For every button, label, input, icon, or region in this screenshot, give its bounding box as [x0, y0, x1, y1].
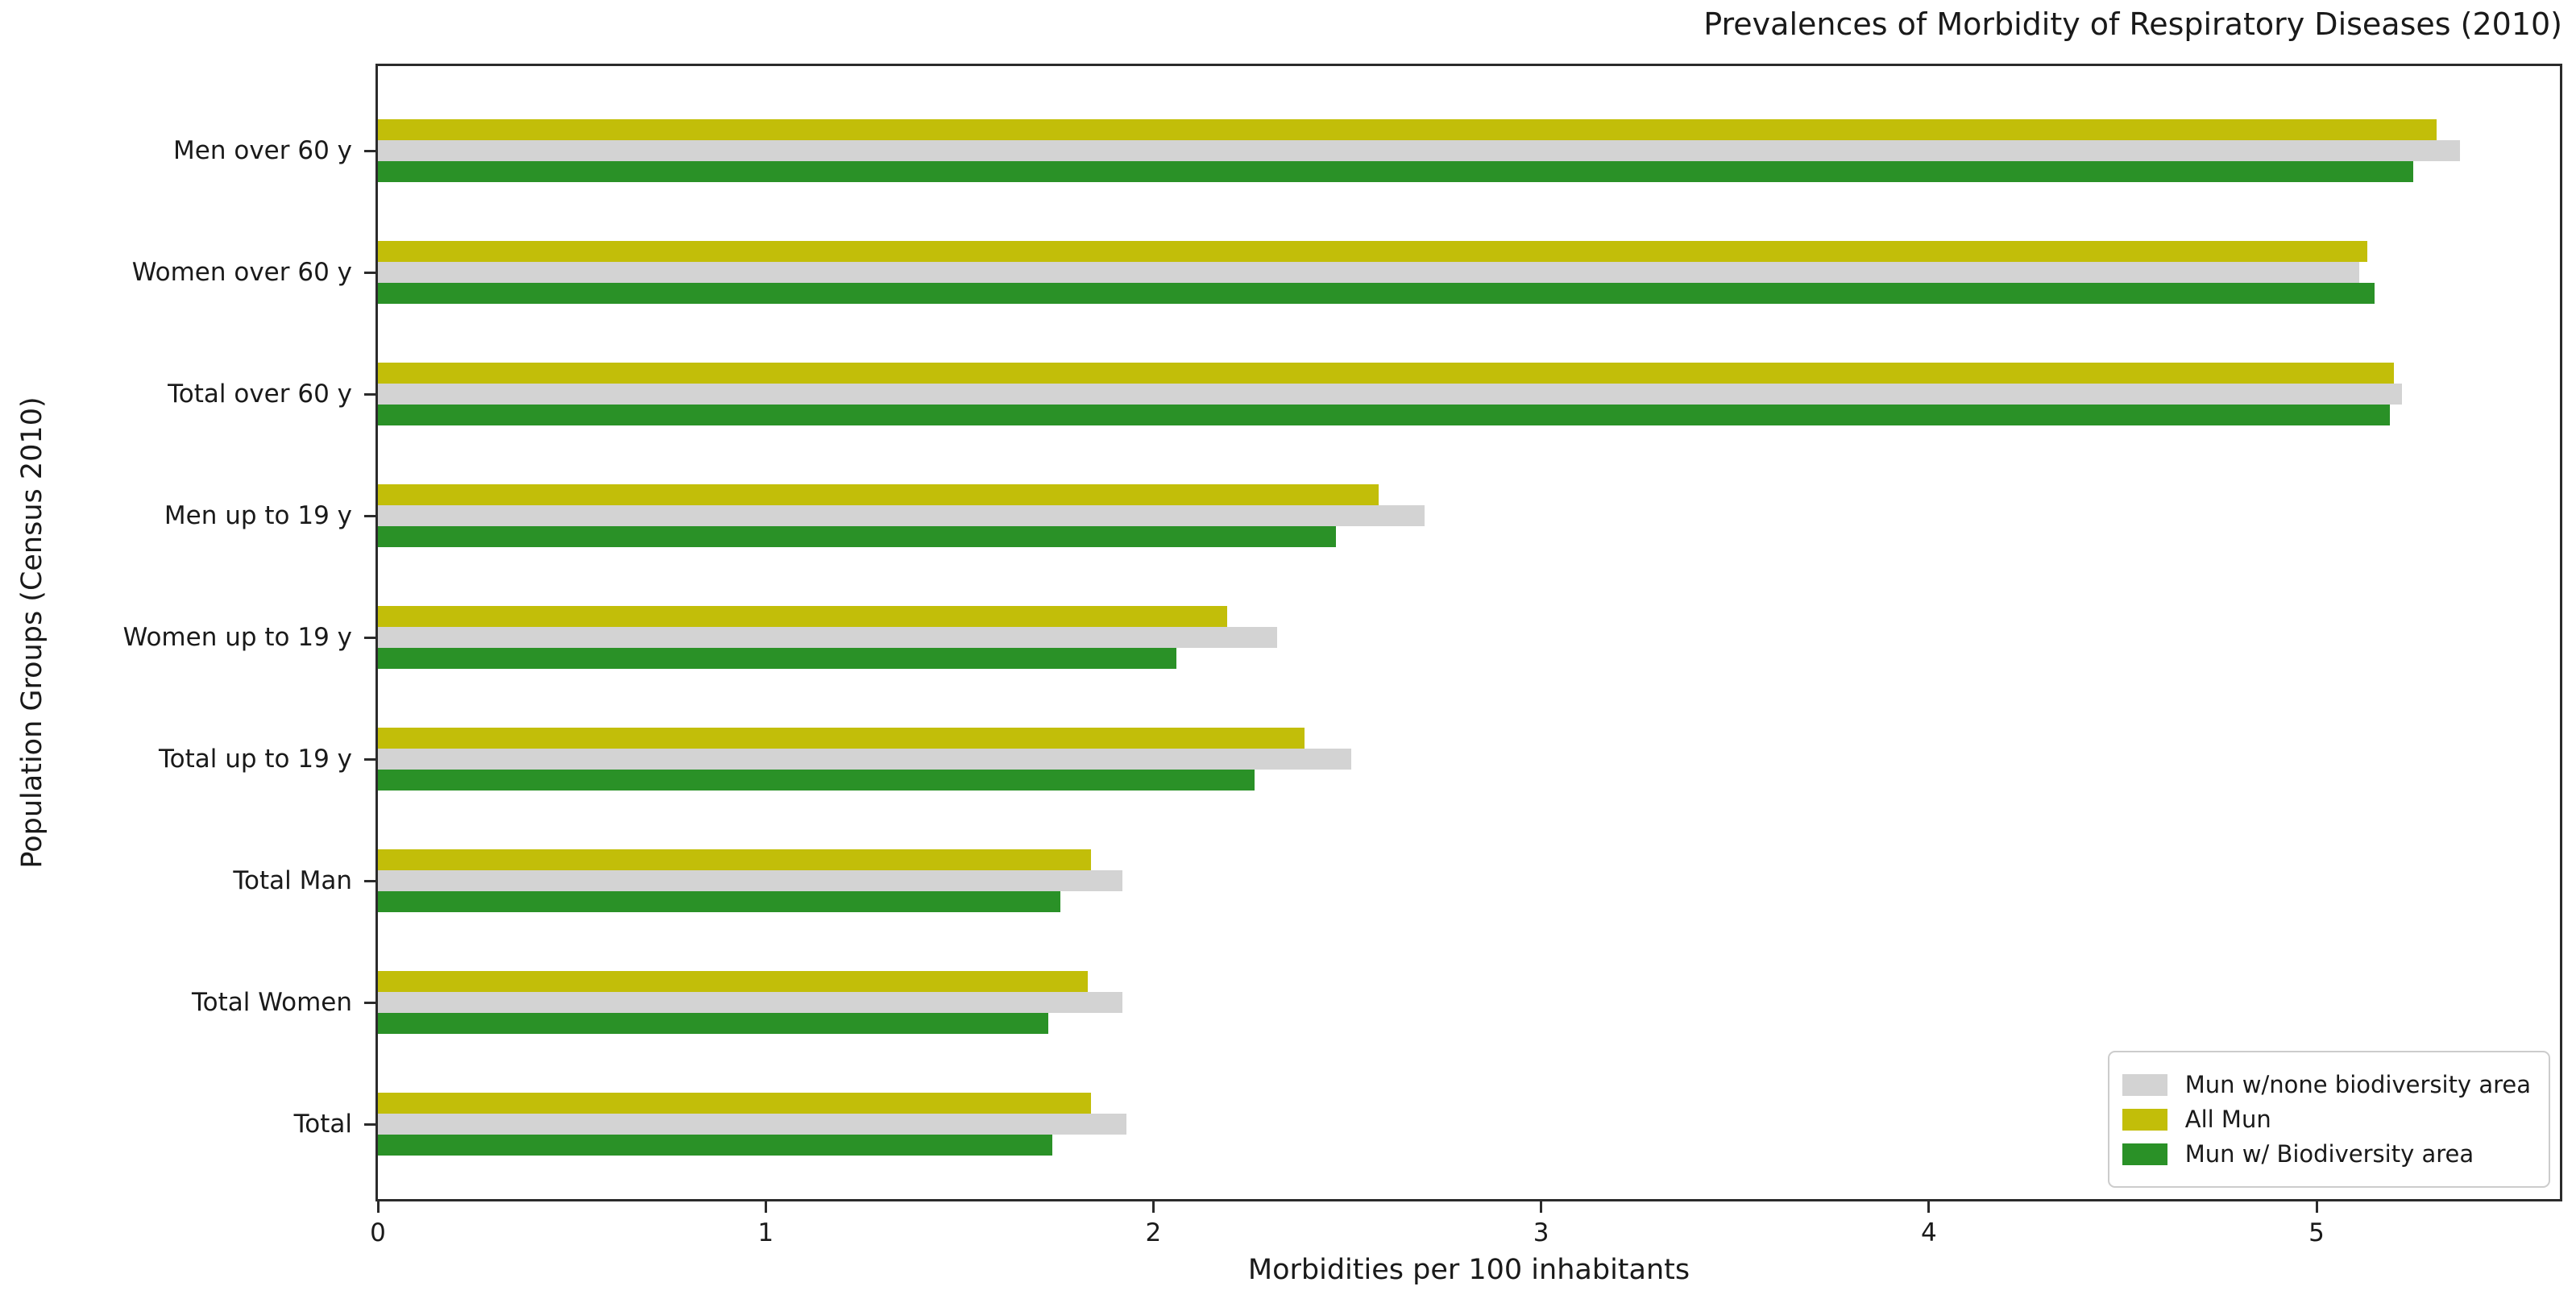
x-tick-mark: [1151, 1201, 1155, 1213]
legend-row: All Mun: [2122, 1106, 2531, 1133]
legend: Mun w/none biodiversity area All Mun Mun w…: [2107, 1051, 2550, 1188]
bar: [378, 749, 1351, 770]
x-tick-mark: [764, 1201, 767, 1213]
y-tick-mark: [364, 757, 375, 761]
x-tick-label: 1: [757, 1218, 774, 1247]
legend-swatch: [2122, 1108, 2167, 1131]
bar: [378, 870, 1122, 891]
y-tick-mark: [364, 514, 375, 517]
x-tick-label: 3: [1533, 1218, 1549, 1247]
bar: [378, 405, 2391, 425]
y-tick-label: Total Man: [233, 866, 352, 895]
bar: [378, 241, 2367, 262]
y-tick-label: Total up to 19 y: [158, 745, 352, 774]
bar: [378, 728, 1305, 749]
bar: [378, 484, 1379, 505]
bar: [378, 971, 1088, 992]
bar: [378, 363, 2395, 384]
chart-title: Prevalences of Morbidity of Respiratory …: [1703, 6, 2562, 42]
y-tick-label: Men over 60 y: [173, 136, 352, 165]
y-tick-label: Women over 60 y: [131, 258, 352, 287]
bar: [378, 161, 2414, 182]
plot-area: Men over 60 y Women over 60 y Total over 6…: [123, 64, 2562, 1247]
bar: [378, 526, 1336, 547]
legend-label: Mun w/ Biodiversity area: [2184, 1140, 2474, 1168]
bar: [378, 505, 1425, 526]
legend-row: Mun w/none biodiversity area: [2122, 1071, 2531, 1098]
y-tick-label: Total Women: [192, 988, 352, 1017]
y-tick-mark: [364, 879, 375, 882]
bar: [378, 606, 1227, 627]
bar: [378, 1114, 1126, 1135]
bar: [378, 140, 2461, 161]
x-tick-label: 4: [1920, 1218, 1937, 1247]
bar: [378, 1093, 1092, 1114]
y-tick-label: Women up to 19 y: [122, 623, 352, 652]
legend-swatch: [2122, 1073, 2167, 1096]
x-tick-mark: [376, 1201, 380, 1213]
bar: [378, 1135, 1053, 1156]
x-tick-label: 2: [1145, 1218, 1162, 1247]
bar: [378, 648, 1177, 669]
legend-label: All Mun: [2184, 1106, 2271, 1133]
bar: [378, 283, 2375, 304]
legend-row: Mun w/ Biodiversity area: [2122, 1140, 2531, 1168]
legend-swatch: [2122, 1143, 2167, 1165]
y-tick-mark: [364, 149, 375, 152]
x-tick-mark: [2315, 1201, 2318, 1213]
legend-label: Mun w/none biodiversity area: [2184, 1071, 2531, 1098]
bar: [378, 627, 1278, 648]
bar: [378, 849, 1092, 870]
x-tick-mark: [1927, 1201, 1931, 1213]
y-tick-mark: [364, 1122, 375, 1126]
bar: [378, 992, 1122, 1013]
x-tick-label: 0: [370, 1218, 386, 1247]
x-axis-label: Morbidities per 100 inhabitants: [1247, 1254, 1690, 1286]
bar: [378, 119, 2437, 140]
y-tick-label: Men up to 19 y: [164, 501, 352, 530]
y-tick-label: Total: [293, 1110, 352, 1139]
y-tick-mark: [364, 636, 375, 639]
y-axis-label: Population Groups (Census 2010): [16, 396, 48, 869]
bar: [378, 891, 1060, 912]
y-tick-mark: [364, 1001, 375, 1004]
y-tick-mark: [364, 392, 375, 396]
bar: [378, 384, 2402, 405]
y-tick-label: Total over 60 y: [168, 380, 352, 409]
bar: [378, 262, 2359, 283]
bar: [378, 1013, 1049, 1034]
x-tick-mark: [1540, 1201, 1543, 1213]
x-tick-label: 5: [2308, 1218, 2325, 1247]
y-tick-mark: [364, 271, 375, 274]
bar: [378, 770, 1255, 791]
